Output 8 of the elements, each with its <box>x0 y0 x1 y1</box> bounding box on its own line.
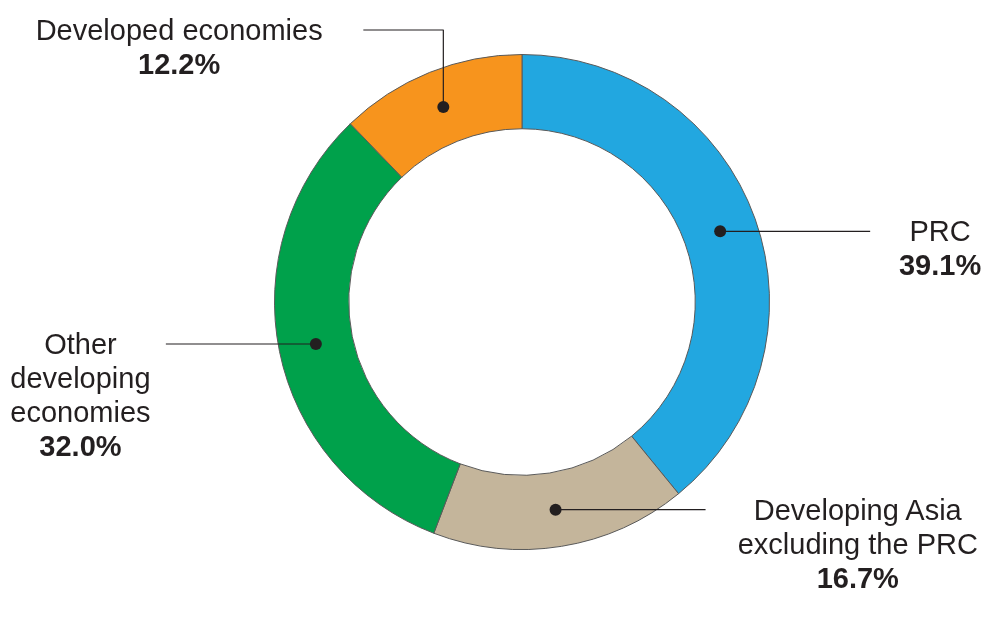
data-label: 32.0% <box>38 429 123 463</box>
slice-label: Developing Asia excluding the PRC <box>737 493 978 560</box>
data-label: 16.7% <box>815 560 900 595</box>
slice-label: Developed economies <box>35 14 323 46</box>
data-label: 39.1% <box>897 248 983 283</box>
data-label: 12.2% <box>137 47 222 81</box>
slice-label: PRC <box>909 215 971 248</box>
slice-label: Other developing economies <box>10 328 151 428</box>
